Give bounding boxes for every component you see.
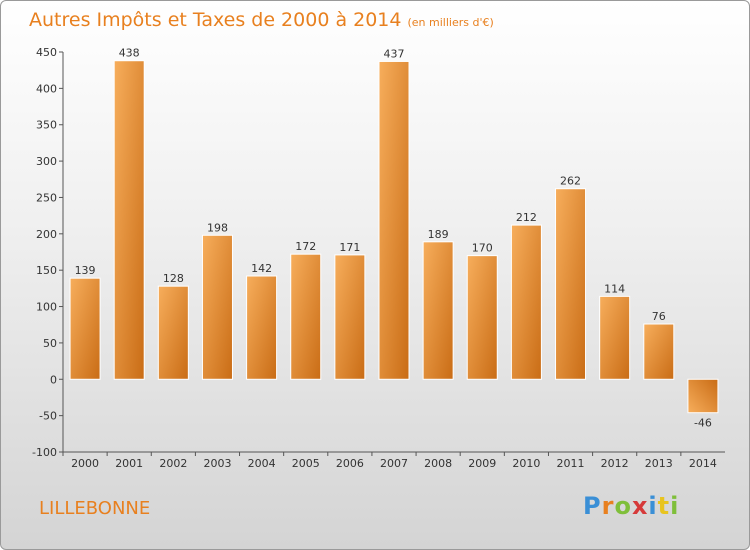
bar-value-label: 189 [428,228,449,241]
chart-title-text: Autres Impôts et Taxes de 2000 à 2014 [29,9,402,31]
bar-2003 [201,234,233,380]
bar-2001 [113,60,145,380]
x-tick-label: 2012 [601,457,629,470]
bar-value-label: 114 [604,282,625,295]
bar-value-label: 128 [163,272,184,285]
x-tick-label: 2008 [424,457,452,470]
chart-title: Autres Impôts et Taxes de 2000 à 2014 (en… [29,9,494,31]
x-tick-label: 2013 [645,457,673,470]
chart-title-unit: (en milliers d'€) [407,16,494,29]
bar-value-label: 438 [119,47,140,60]
bar-value-label: 172 [295,240,316,253]
bar-2008 [422,241,454,380]
y-tick-label: 400 [36,82,57,95]
y-tick-label: 100 [36,301,57,314]
x-tick-label: 2000 [71,457,99,470]
bar-value-label: 142 [251,262,272,275]
y-tick-label: 50 [43,337,57,350]
bar-value-label: 170 [472,242,493,255]
bar-value-label: 171 [339,241,360,254]
y-tick-label: -50 [39,410,57,423]
x-tick-label: 2011 [557,457,585,470]
y-tick-label: 350 [36,119,57,132]
bar-value-label: -46 [694,417,712,430]
y-tick-label: 150 [36,264,57,277]
bar-value-label: 198 [207,221,228,234]
y-axis: -100 -50 0 50 100 150 200 250 300 350 400 450 [32,46,64,459]
bar-2011 [555,188,587,380]
proxiti-logo[interactable]: Proxiti [583,492,680,520]
bar-2010 [510,224,542,380]
bar-2002 [157,285,189,380]
bar-value-label: 437 [384,47,405,60]
x-tick-label: 2006 [336,457,364,470]
x-tick-label: 2009 [468,457,496,470]
bar-2004 [246,275,278,380]
x-tick-label: 2004 [248,457,276,470]
x-tick-label: 2007 [380,457,408,470]
bar-2013 [643,323,675,380]
bar-2005 [290,253,322,380]
y-tick-label: 300 [36,155,57,168]
y-tick-label: 450 [36,46,57,59]
x-tick-label: 2001 [115,457,143,470]
x-tick-label: 2005 [292,457,320,470]
x-tick-label: 2003 [203,457,231,470]
y-tick-label: 200 [36,228,57,241]
bar-2014 [687,378,719,414]
x-tick-label: 2002 [159,457,187,470]
x-tick-label: 2014 [689,457,717,470]
bar-value-label: 262 [560,175,581,188]
bar-2012 [599,295,631,380]
y-tick-label: 250 [36,191,57,204]
y-tick-label: 0 [50,373,57,386]
y-tick-label: -100 [32,446,57,459]
city-name: LILLEBONNE [39,498,151,519]
x-axis: 2000 2001 2002 2003 2004 2005 2006 2007 2008 2009… [62,451,725,470]
bars [69,60,719,414]
bar-value-label: 212 [516,211,537,224]
bar-2009 [466,255,498,380]
bar-2007 [378,60,410,380]
bar-value-label: 76 [652,310,666,323]
bar-2006 [334,254,366,380]
bar-value-label: 139 [75,264,96,277]
bar-2000 [69,277,101,380]
x-tick-label: 2010 [512,457,540,470]
value-labels: 139 438 128 198 142 172 171 437 189 170 212 262 114 7… [75,47,712,430]
